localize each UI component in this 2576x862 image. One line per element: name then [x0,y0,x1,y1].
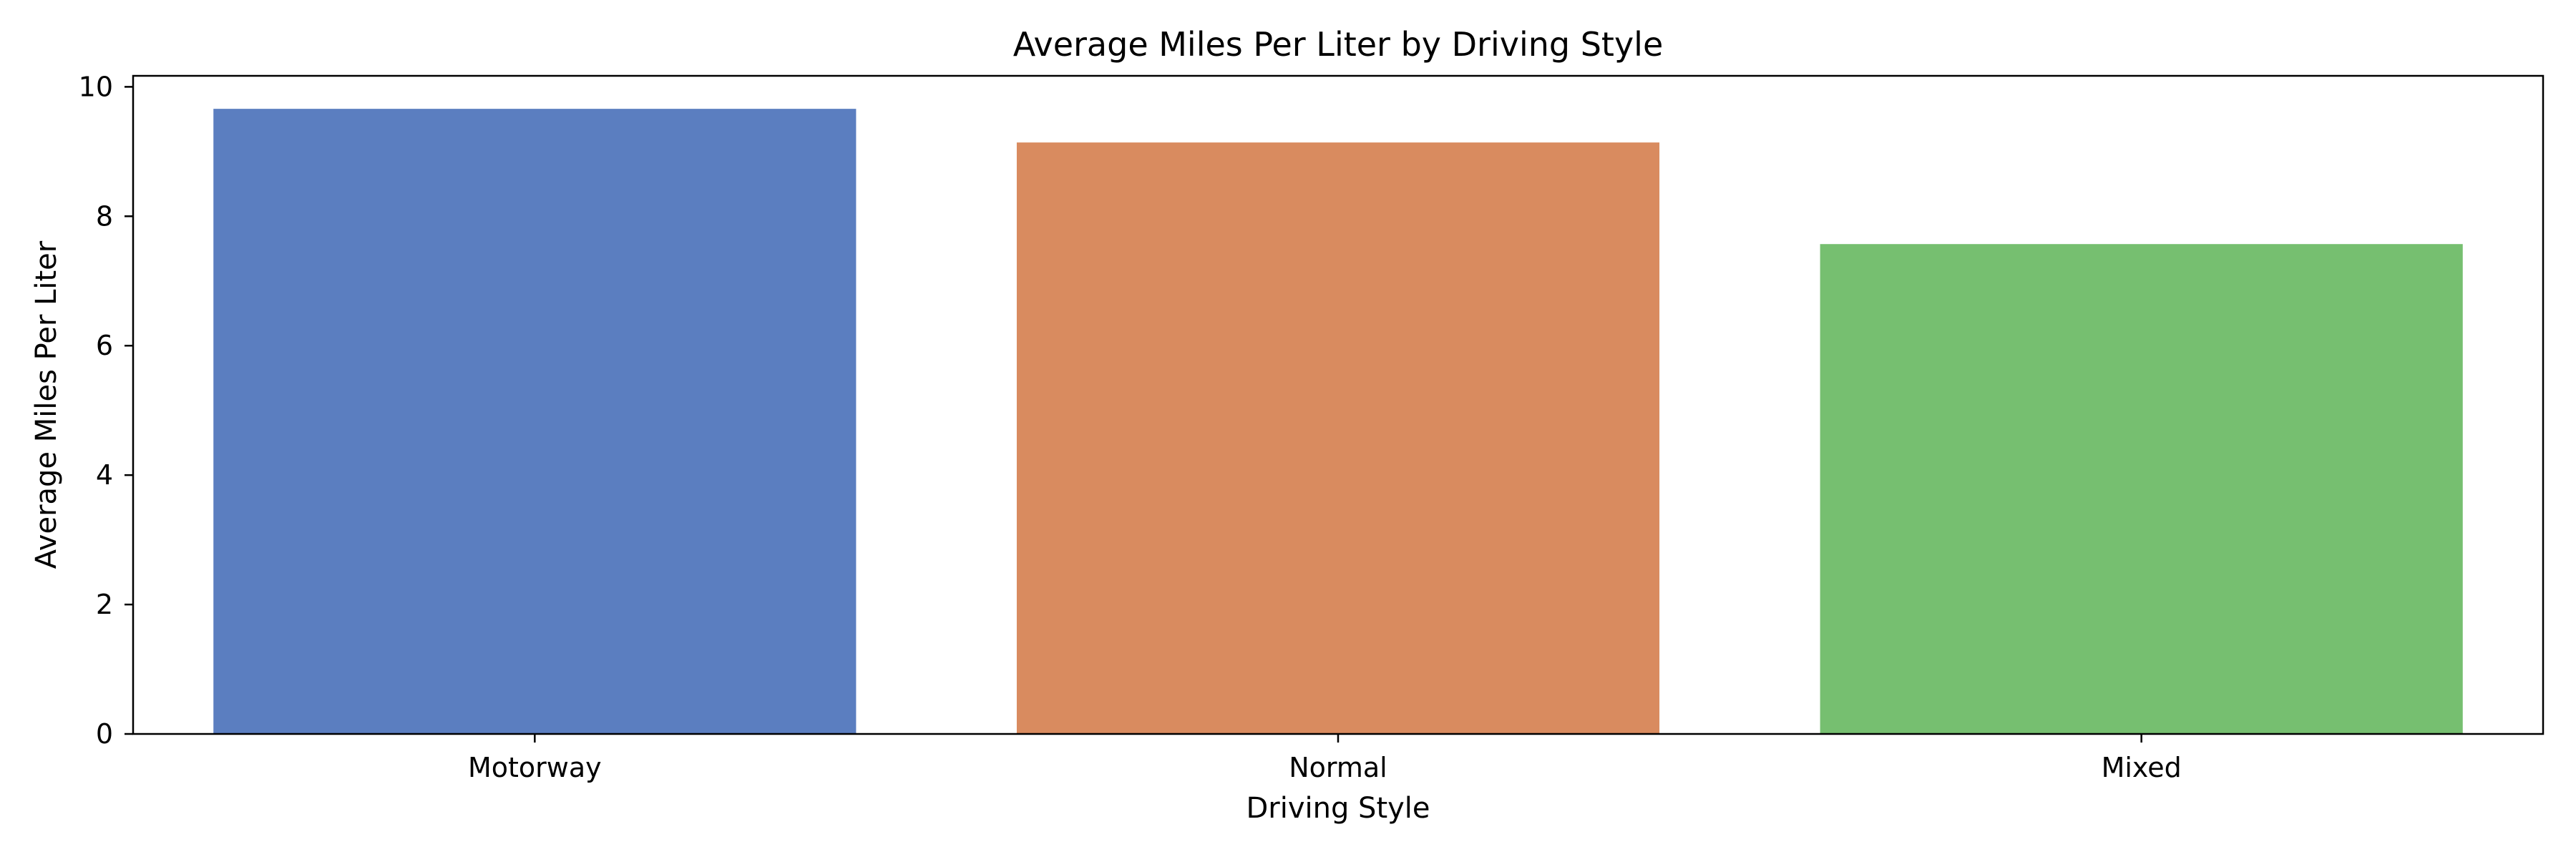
y-tick-label: 2 [96,589,113,620]
y-axis-ticks: 0 2 4 6 8 10 [79,71,133,750]
x-axis-label: Driving Style [1246,792,1430,825]
y-axis-label: Average Miles Per Liter [30,240,63,569]
y-tick-label: 6 [96,330,113,361]
chart-title: Average Miles Per Liter by Driving Style [1013,25,1664,64]
bar-normal [1016,142,1660,734]
x-axis-ticks: Motorway Normal Mixed [468,734,2182,783]
bar-motorway [213,109,857,735]
y-tick-label: 8 [96,200,113,232]
bars-layer [213,109,2463,735]
y-tick-label: 0 [96,718,113,750]
x-tick-label: Mixed [2102,752,2182,783]
bar-mixed [1820,244,2463,735]
x-tick-label: Motorway [468,752,602,783]
x-tick-label: Normal [1289,752,1387,783]
y-tick-label: 10 [79,71,113,102]
plot-frame [132,74,2545,735]
y-tick-label: 4 [96,459,113,491]
